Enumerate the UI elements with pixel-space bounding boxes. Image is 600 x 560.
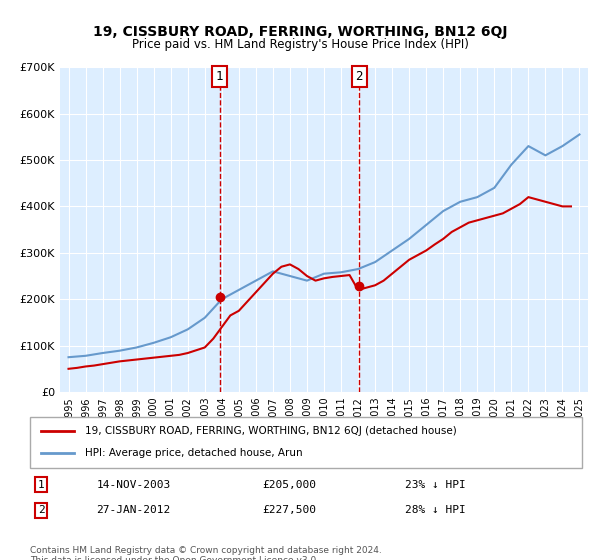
Text: 2: 2 (356, 70, 363, 83)
Text: £227,500: £227,500 (262, 505, 316, 515)
Text: 23% ↓ HPI: 23% ↓ HPI (406, 479, 466, 489)
Text: 19, CISSBURY ROAD, FERRING, WORTHING, BN12 6QJ: 19, CISSBURY ROAD, FERRING, WORTHING, BN… (93, 25, 507, 39)
Text: Contains HM Land Registry data © Crown copyright and database right 2024.
This d: Contains HM Land Registry data © Crown c… (30, 546, 382, 560)
Text: 28% ↓ HPI: 28% ↓ HPI (406, 505, 466, 515)
Text: 2: 2 (38, 505, 44, 515)
Text: Price paid vs. HM Land Registry's House Price Index (HPI): Price paid vs. HM Land Registry's House … (131, 38, 469, 51)
Text: 19, CISSBURY ROAD, FERRING, WORTHING, BN12 6QJ (detached house): 19, CISSBURY ROAD, FERRING, WORTHING, BN… (85, 426, 457, 436)
Text: 1: 1 (216, 70, 223, 83)
Text: 27-JAN-2012: 27-JAN-2012 (96, 505, 170, 515)
Text: HPI: Average price, detached house, Arun: HPI: Average price, detached house, Arun (85, 449, 303, 459)
FancyBboxPatch shape (30, 417, 582, 468)
Text: 14-NOV-2003: 14-NOV-2003 (96, 479, 170, 489)
Text: £205,000: £205,000 (262, 479, 316, 489)
Text: 1: 1 (38, 479, 44, 489)
